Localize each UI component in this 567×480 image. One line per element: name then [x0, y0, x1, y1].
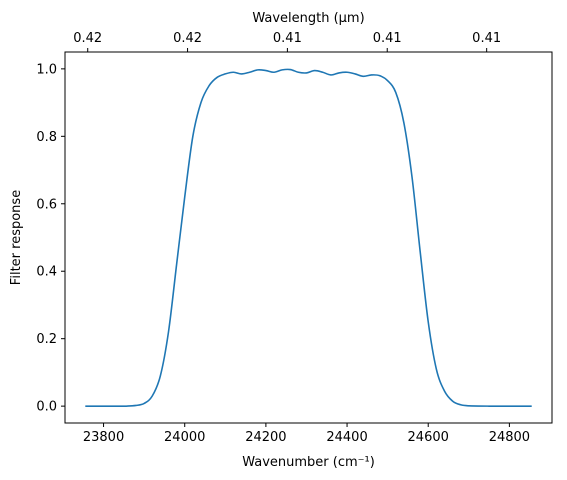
y-tick-label: 0.4: [36, 265, 57, 280]
x-tick-label: 24400: [326, 430, 367, 445]
y-tick-label: 0.2: [36, 332, 57, 347]
y-axis-title: Filter response: [9, 190, 24, 285]
plot-area: [65, 52, 552, 423]
filter-response-line: [85, 68, 532, 407]
top-tick-label: 0.41: [273, 31, 302, 46]
y-tick-label: 0.6: [36, 197, 57, 212]
top-tick-label: 0.42: [173, 31, 202, 46]
x-tick-label: 24200: [245, 430, 286, 445]
top-tick-label: 0.41: [373, 31, 402, 46]
y-tick-label: 1.0: [36, 62, 57, 77]
y-tick-label: 0.0: [36, 400, 57, 415]
marks-layer: 23800 24000 24200 24400 24600 24800 0.0 0.2 0.4 0…: [36, 31, 532, 445]
top-tick-label: 0.42: [73, 31, 102, 46]
top-axis-title: Wavelength (μm): [252, 11, 364, 26]
x-axis-title: Wavenumber (cm⁻¹): [242, 455, 375, 470]
x-tick-label: 24600: [408, 430, 449, 445]
plot-frame: [64, 51, 553, 424]
y-tick-label: 0.8: [36, 130, 57, 145]
x-tick-label: 24800: [489, 430, 530, 445]
x-tick-label: 23800: [83, 430, 124, 445]
top-tick-label: 0.41: [472, 31, 501, 46]
x-tick-label: 24000: [164, 430, 205, 445]
